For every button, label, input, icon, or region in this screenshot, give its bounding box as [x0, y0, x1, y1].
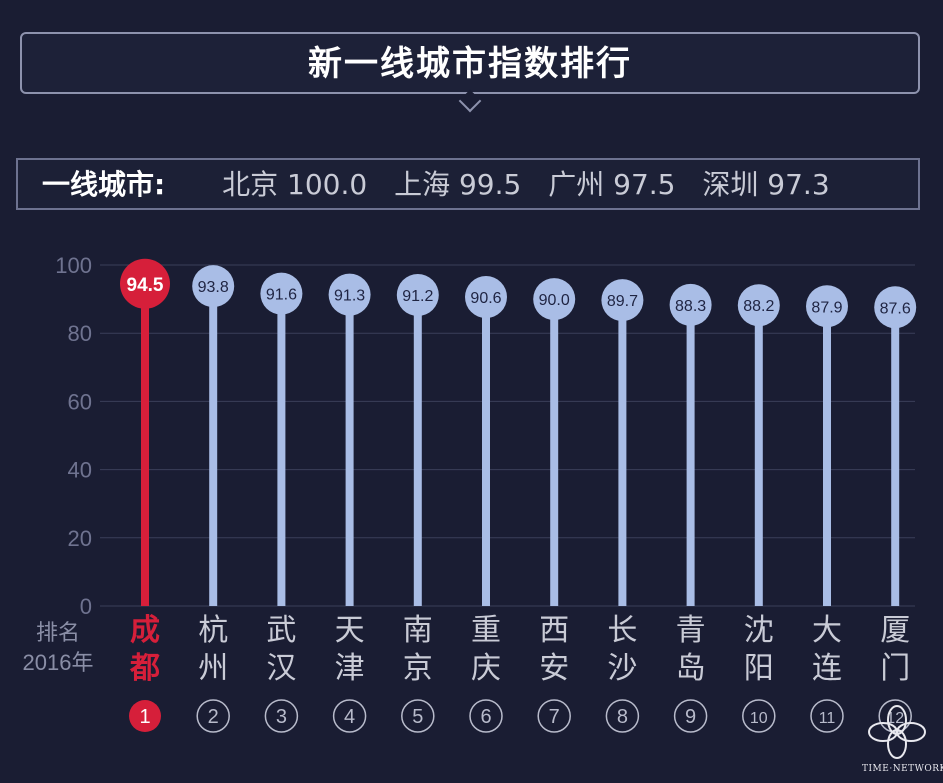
rank-label-11: 12: [886, 710, 904, 727]
city-label-8-b: 岛: [676, 651, 706, 686]
bar-head-6: [533, 278, 576, 321]
city-label-1-a: 杭: [198, 613, 228, 648]
bar-head-10: [806, 285, 848, 328]
rank-badge-5: [469, 699, 503, 733]
tier1-item-guangzhou: 广州 97.5: [548, 168, 676, 201]
rank-label-10: 11: [819, 710, 836, 727]
rank-badge-11: [878, 699, 912, 733]
city-label-5-b: 庆: [471, 651, 501, 686]
value-label-8: 88.3: [675, 298, 706, 315]
city-label-2-a: 武: [266, 613, 296, 648]
value-label-10: 87.9: [811, 299, 842, 316]
city-label-2-b: 汉: [266, 651, 296, 686]
axis-layer: 0 20 40 60 80 100: [55, 253, 92, 619]
rank-label-1: 2: [208, 706, 219, 728]
tier1-item-shanghai: 上海 99.5: [394, 168, 522, 201]
rank-label-8: 9: [685, 706, 696, 728]
city-label-7-b: 沙: [607, 651, 637, 686]
rank-label-5: 6: [480, 706, 491, 728]
value-label-11: 87.6: [880, 300, 911, 317]
tier1-row: 一线城市: 北京 100.0 上海 99.5 广州 97.5 深圳 97.3: [42, 160, 848, 212]
watermark-logo: TIME·NETWORK: [862, 702, 943, 777]
bar-head-4: [396, 274, 439, 317]
value-label-4: 91.2: [402, 288, 433, 305]
value-label-5: 90.6: [470, 290, 501, 307]
city-label-8-a: 青: [676, 613, 706, 648]
bar-head-5: [465, 276, 507, 319]
rank-badge-7: [605, 699, 640, 733]
city-label-10-b: 连: [812, 651, 842, 686]
value-label-7: 89.7: [607, 293, 638, 310]
bar-head-8: [669, 283, 712, 326]
grid-layer: [100, 264, 915, 607]
watermark-text: TIME·NETWORK: [862, 764, 943, 774]
city-label-1-b: 州: [198, 651, 228, 686]
city-label-5-a: 重: [471, 613, 501, 648]
tier1-item-beijing: 北京 100.0: [222, 168, 368, 201]
rank-label-3: 4: [344, 706, 355, 728]
rank-badge-1: [196, 699, 230, 733]
bar-head-11: [874, 286, 917, 329]
rank-badge-10: [810, 699, 844, 733]
y-tick-label-20: 20: [68, 526, 92, 551]
tier1-item-shenzhen: 深圳 97.3: [702, 168, 830, 201]
rank-axis-label: 排名: [36, 620, 80, 645]
rank-label-2: 3: [276, 706, 287, 728]
rank-label-7: 8: [617, 706, 628, 728]
bar-head-2: [260, 272, 303, 315]
rank-label-6: 7: [549, 706, 560, 728]
rank-year-label: 2016年: [23, 650, 94, 675]
city-label-10-a: 大: [812, 613, 842, 648]
city-label-4-a: 南: [403, 613, 433, 648]
city-label-0-b: 都: [129, 651, 160, 686]
city-label-4-b: 京: [403, 651, 433, 686]
city-label-9-a: 沈: [744, 613, 774, 648]
city-label-3-b: 津: [335, 651, 365, 686]
value-label-9: 88.2: [743, 298, 774, 315]
bar-head-9: [737, 284, 780, 327]
chart-title: 新一线城市指数排行: [308, 44, 632, 84]
y-tick-label-40: 40: [68, 458, 92, 483]
watermark-flower-icon: [868, 705, 926, 759]
city-label-0-a: 成: [130, 613, 160, 648]
city-label-3-a: 天: [335, 613, 365, 648]
city-label-6-a: 西: [539, 613, 569, 648]
rank-label-0: 1: [139, 706, 150, 728]
city-label-7-a: 长: [607, 613, 637, 648]
rank-badge-9: [742, 699, 776, 733]
title-banner: 新一线城市指数排行: [20, 32, 920, 94]
y-tick-label-80: 80: [68, 321, 92, 346]
tier1-label: 一线城市:: [42, 168, 166, 201]
rank-badge-2: [264, 699, 299, 733]
y-tick-label-100: 100: [55, 253, 92, 278]
rank-badge-6: [537, 699, 571, 733]
city-label-9-b: 阳: [744, 651, 774, 686]
rank-badge-8: [673, 699, 708, 733]
y-tick-label-0: 0: [80, 594, 92, 619]
bar-head-7: [601, 279, 644, 322]
tier1-cities-box: 一线城市: 北京 100.0 上海 99.5 广州 97.5 深圳 97.3: [16, 158, 920, 210]
value-label-3: 91.3: [334, 288, 365, 305]
city-label-6-b: 安: [539, 651, 569, 686]
bar-layer: 94.5 成都 1 93.8 杭州 2 91.6 武汉 3 91.3 天津 4 91.2 南京 5 90.6 重…: [120, 258, 917, 733]
value-label-0: 94.5: [127, 275, 164, 296]
rank-badge-3: [332, 699, 367, 733]
y-tick-label-60: 60: [68, 389, 92, 414]
rank-label-9: 10: [750, 710, 768, 727]
city-label-11-a: 厦: [880, 613, 910, 648]
value-label-2: 91.6: [266, 287, 297, 304]
value-label-1: 93.8: [198, 279, 229, 296]
city-label-11-b: 门: [880, 651, 910, 686]
bar-head-1: [192, 265, 235, 308]
bar-head-3: [328, 273, 371, 316]
rank-badge-4: [401, 699, 435, 733]
rank-label-4: 5: [412, 706, 423, 728]
rank-badge-0: [129, 700, 161, 732]
value-label-6: 90.0: [539, 292, 570, 309]
bar-head-0: [120, 258, 170, 309]
